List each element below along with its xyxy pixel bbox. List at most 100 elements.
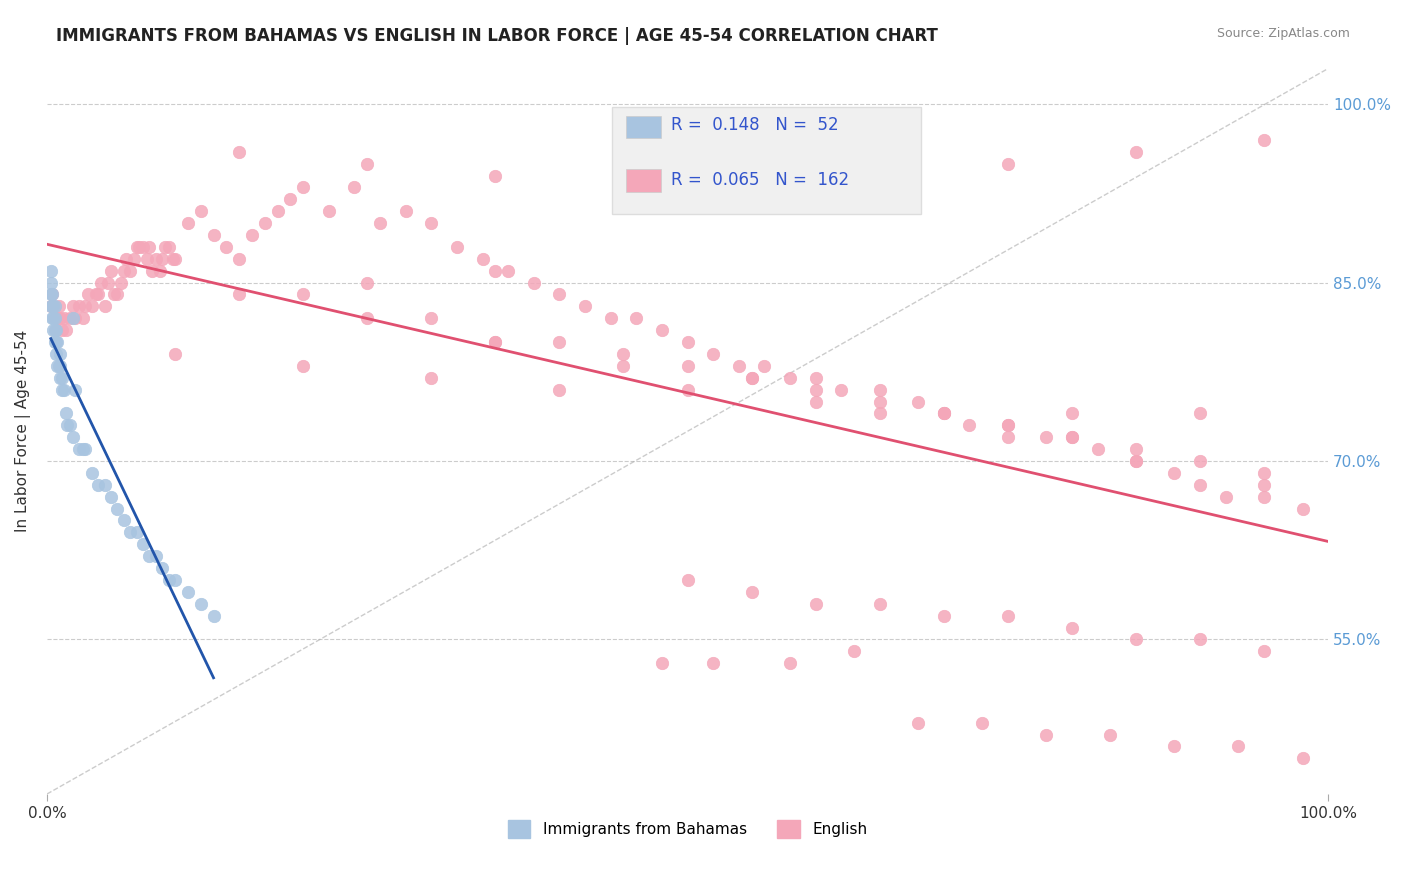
Point (157, 240, 180, 254)
Point (103, 287, 125, 301)
Point (484, 334, 506, 349)
Point (165, 252, 187, 266)
Point (67, 442, 90, 456)
Point (1125, 442, 1147, 456)
Point (44, 299, 66, 313)
Point (779, 370, 801, 384)
Point (523, 276, 546, 290)
Point (90, 276, 112, 290)
Point (51, 323, 73, 337)
Point (804, 383, 827, 397)
Point (651, 656, 673, 670)
Point (67, 299, 90, 313)
Point (162, 252, 184, 266)
Point (150, 561, 173, 575)
Point (1189, 632, 1212, 647)
Point (1087, 442, 1109, 456)
Point (548, 287, 571, 301)
Point (42, 311, 65, 326)
Point (420, 370, 443, 384)
Point (49, 311, 72, 326)
Point (128, 240, 150, 254)
Point (41, 311, 63, 326)
Point (292, 180, 315, 194)
Point (62, 311, 84, 326)
Point (215, 240, 238, 254)
Point (138, 240, 160, 254)
Point (869, 394, 891, 409)
Point (343, 180, 366, 194)
Point (75, 299, 97, 313)
Point (484, 263, 506, 277)
Point (368, 216, 391, 230)
Point (39, 299, 62, 313)
Point (1035, 727, 1057, 741)
Point (1163, 466, 1185, 480)
Point (907, 394, 929, 409)
Text: Source: ZipAtlas.com: Source: ZipAtlas.com (1216, 27, 1350, 40)
Point (997, 418, 1019, 433)
Point (145, 252, 167, 266)
Text: IMMIGRANTS FROM BAHAMAS VS ENGLISH IN LABOR FORCE | AGE 45-54 CORRELATION CHART: IMMIGRANTS FROM BAHAMAS VS ENGLISH IN LA… (56, 27, 938, 45)
Point (49, 347, 72, 361)
Point (80, 466, 103, 480)
Point (132, 240, 155, 254)
Point (1125, 454, 1147, 468)
Point (420, 311, 443, 326)
Point (356, 276, 378, 290)
Point (93, 477, 115, 491)
Point (44, 334, 66, 349)
Point (727, 359, 749, 373)
Point (39, 276, 62, 290)
Point (957, 418, 980, 433)
Point (1035, 430, 1057, 444)
Point (125, 525, 148, 540)
Point (548, 383, 571, 397)
Point (138, 549, 160, 563)
Point (395, 204, 418, 219)
Point (1253, 477, 1275, 491)
Point (44, 311, 66, 326)
Point (804, 370, 827, 384)
Point (842, 644, 865, 658)
Point (1060, 430, 1083, 444)
Point (132, 537, 155, 551)
Point (228, 287, 250, 301)
Point (1189, 454, 1212, 468)
Point (44, 311, 66, 326)
Point (107, 501, 129, 516)
Point (62, 299, 84, 313)
Point (741, 370, 763, 384)
Point (177, 584, 200, 599)
Point (318, 204, 340, 219)
Point (141, 263, 163, 277)
Text: R =  0.065   N =  162: R = 0.065 N = 162 (671, 171, 849, 189)
Point (972, 715, 994, 730)
Point (932, 406, 955, 420)
Point (190, 204, 212, 219)
Point (51, 383, 73, 397)
Point (55, 406, 77, 420)
Point (59, 311, 82, 326)
Point (1227, 739, 1250, 754)
Point (202, 608, 225, 623)
Point (112, 513, 135, 527)
Point (63, 383, 86, 397)
Point (87, 477, 110, 491)
Point (165, 573, 187, 587)
Point (41, 287, 63, 301)
Point (110, 276, 132, 290)
Point (779, 656, 801, 670)
Point (420, 216, 443, 230)
Point (97, 276, 120, 290)
Point (1253, 490, 1275, 504)
Point (676, 383, 699, 397)
Point (266, 204, 288, 219)
Point (907, 715, 929, 730)
Point (292, 287, 315, 301)
Point (135, 252, 157, 266)
Point (741, 180, 763, 194)
Point (548, 334, 571, 349)
Point (1189, 477, 1212, 491)
Point (52, 383, 75, 397)
